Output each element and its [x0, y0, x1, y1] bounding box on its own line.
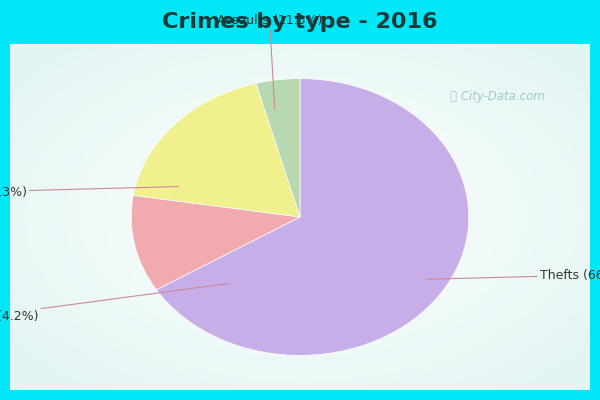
- Wedge shape: [133, 83, 300, 217]
- Text: ⓘ City-Data.com: ⓘ City-Data.com: [450, 90, 545, 103]
- Text: Burglaries (18.3%): Burglaries (18.3%): [0, 186, 178, 198]
- Wedge shape: [131, 195, 300, 290]
- Text: Crimes by type - 2016: Crimes by type - 2016: [162, 12, 438, 32]
- Wedge shape: [157, 78, 469, 355]
- Text: Assaults (11.3%): Assaults (11.3%): [217, 14, 322, 109]
- Wedge shape: [256, 78, 300, 217]
- Text: Auto thefts (4.2%): Auto thefts (4.2%): [0, 284, 229, 323]
- Text: Thefts (66.2%): Thefts (66.2%): [427, 269, 600, 282]
